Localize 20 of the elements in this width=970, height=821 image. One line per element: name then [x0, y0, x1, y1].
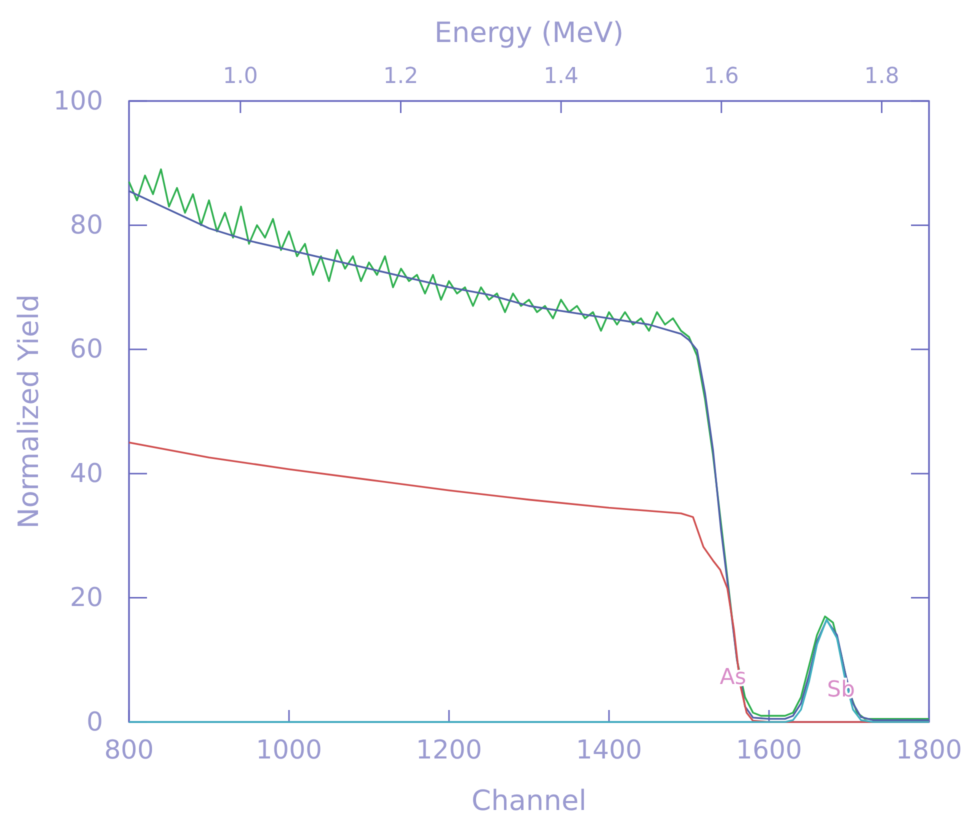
y-tick-label: 80 [70, 210, 103, 241]
y-axis-title: Normalized Yield [12, 294, 45, 529]
x-tick-label: 1800 [896, 735, 962, 766]
y-tick-label: 20 [70, 583, 103, 614]
x-tick-label: 1000 [256, 735, 322, 766]
x2-tick-label: 1.0 [222, 64, 258, 89]
x-tick-label: 1400 [576, 735, 642, 766]
x-axis-title: Channel [472, 784, 586, 817]
x-tick-label: 1600 [736, 735, 802, 766]
y-tick-label: 0 [86, 707, 103, 738]
y-tick-label: 100 [53, 86, 103, 116]
y-tick-label: 40 [70, 458, 103, 489]
y-tick-label: 60 [70, 334, 103, 365]
x2-axis-title: Energy (MeV) [434, 16, 624, 49]
x-tick-label: 1200 [416, 735, 482, 766]
x2-tick-label: 1.4 [544, 64, 579, 89]
x2-tick-label: 1.2 [383, 64, 418, 89]
x-tick-label: 800 [104, 735, 154, 766]
x2-tick-label: 1.6 [704, 64, 739, 89]
x2-tick-label: 1.8 [864, 64, 900, 89]
